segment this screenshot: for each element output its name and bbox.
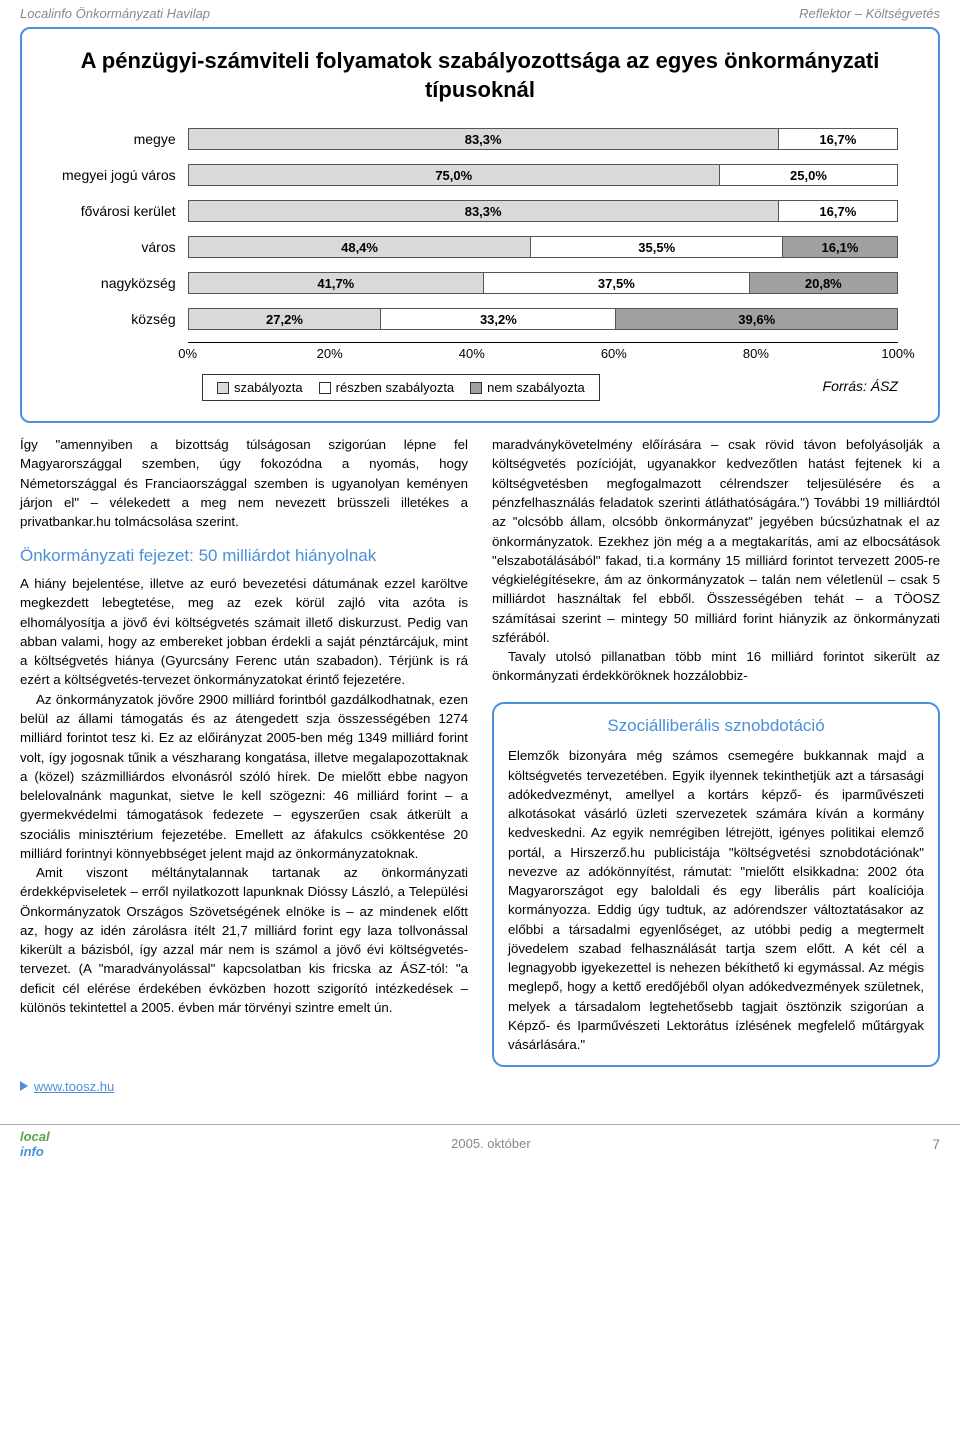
chart-source: Forrás: ÁSZ — [823, 374, 898, 394]
footer: local info 2005. október 7 — [0, 1124, 960, 1169]
x-tick: 60% — [601, 343, 627, 361]
legend-item: nem szabályozta — [470, 380, 585, 395]
legend-label: szabályozta — [234, 380, 303, 395]
highlight-text: Elemzők bizonyára még számos csemegére b… — [508, 746, 924, 1054]
legend-swatch — [319, 382, 331, 394]
footer-date: 2005. október — [451, 1136, 531, 1151]
bar-row: 83,3%16,7% — [188, 198, 898, 224]
bar-segment: 37,5% — [484, 273, 750, 293]
bar-segment: 41,7% — [189, 273, 484, 293]
bar-segment: 20,8% — [750, 273, 897, 293]
content: A pénzügyi-számviteli folyamatok szabály… — [0, 27, 960, 1114]
bar-label: megye — [134, 126, 176, 152]
bar-label: község — [131, 306, 175, 332]
bar-row: 27,2%33,2%39,6% — [188, 306, 898, 332]
paragraph: Tavaly utolsó pillanatban több mint 16 m… — [492, 647, 940, 686]
highlight-title: Szociálliberális sznobdotáció — [508, 714, 924, 739]
bar-segment: 39,6% — [616, 309, 897, 329]
header-right: Reflektor – Költségvetés — [799, 6, 940, 21]
bar-label: nagyközség — [101, 270, 176, 296]
bar-segment: 75,0% — [189, 165, 720, 185]
chart-box: A pénzügyi-számviteli folyamatok szabály… — [20, 27, 940, 423]
bars-area: megye megyei jogú város fővárosi kerület vá… — [62, 126, 898, 364]
x-axis: 0%20%40%60%80%100% — [188, 342, 898, 364]
text-columns: Így "amennyiben a bizottság túlságosan s… — [20, 435, 940, 1066]
bar-label: megyei jogú város — [62, 162, 176, 188]
x-tick: 40% — [459, 343, 485, 361]
header-left: Localinfo Önkormányzati Havilap — [20, 6, 210, 21]
bar-segment: 83,3% — [189, 129, 779, 149]
paragraph: Amit viszont méltánytalannak tartanak az… — [20, 863, 468, 1017]
paragraph: maradványkövetelmény előírására – csak r… — [492, 435, 940, 647]
bar-row: 83,3%16,7% — [188, 126, 898, 152]
legend: szabályozta részben szabályozta nem szabál… — [202, 374, 600, 401]
paragraph: A hiány bejelentése, illetve az euró bev… — [20, 574, 468, 690]
legend-swatch — [470, 382, 482, 394]
bar-segment: 48,4% — [189, 237, 532, 257]
x-tick: 0% — [178, 343, 197, 361]
column-right: maradványkövetelmény előírására – csak r… — [492, 435, 940, 1066]
bar-segment: 35,5% — [531, 237, 782, 257]
bars-column: 83,3%16,7%75,0%25,0%83,3%16,7%48,4%35,5%… — [188, 126, 898, 364]
column-left: Így "amennyiben a bizottság túlságosan s… — [20, 435, 468, 1066]
page-number: 7 — [932, 1136, 940, 1152]
page-header: Localinfo Önkormányzati Havilap Reflekto… — [0, 0, 960, 23]
paragraph: Így "amennyiben a bizottság túlságosan s… — [20, 435, 468, 531]
x-tick: 20% — [317, 343, 343, 361]
paragraph: Az önkormányzatok jövőre 2900 milliárd f… — [20, 690, 468, 863]
bar-label: fővárosi kerület — [81, 198, 176, 224]
bar-segment: 16,7% — [779, 129, 897, 149]
legend-item: szabályozta — [217, 380, 303, 395]
legend-item: részben szabályozta — [319, 380, 455, 395]
bar-category-labels: megye megyei jogú város fővárosi kerület vá… — [62, 126, 188, 364]
triangle-icon — [20, 1081, 28, 1091]
bar-segment: 16,1% — [783, 237, 897, 257]
bar-segment: 33,2% — [381, 309, 616, 329]
chart-title: A pénzügyi-számviteli folyamatok szabály… — [62, 47, 898, 104]
legend-swatch — [217, 382, 229, 394]
link-row: www.toosz.hu — [20, 1079, 940, 1094]
x-tick: 80% — [743, 343, 769, 361]
bar-segment: 83,3% — [189, 201, 779, 221]
bar-segment: 27,2% — [189, 309, 382, 329]
legend-label: részben szabályozta — [336, 380, 455, 395]
x-tick: 100% — [881, 343, 914, 361]
bar-row: 41,7%37,5%20,8% — [188, 270, 898, 296]
highlight-box: Szociálliberális sznobdotáció Elemzők bi… — [492, 702, 940, 1067]
bar-segment: 25,0% — [720, 165, 897, 185]
legend-row: szabályozta részben szabályozta nem szabál… — [62, 374, 898, 401]
legend-label: nem szabályozta — [487, 380, 585, 395]
bar-segment: 16,7% — [779, 201, 897, 221]
bar-label: város — [141, 234, 175, 260]
subheading: Önkormányzati fejezet: 50 milliárdot hiá… — [20, 544, 468, 569]
bar-row: 48,4%35,5%16,1% — [188, 234, 898, 260]
toosz-link[interactable]: www.toosz.hu — [34, 1079, 114, 1094]
logo: local info — [20, 1129, 50, 1159]
bar-row: 75,0%25,0% — [188, 162, 898, 188]
